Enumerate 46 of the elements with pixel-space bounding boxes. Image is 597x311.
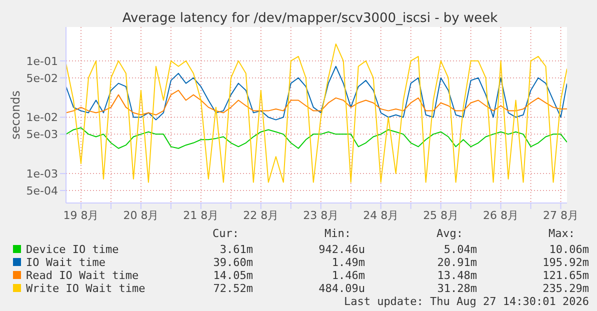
text: 5.04m xyxy=(444,243,478,256)
text: Last update: Thu Aug 27 14:30:01 2026 xyxy=(344,295,589,308)
y-tick-label: 5e-02 xyxy=(26,72,58,85)
text: 195.92m xyxy=(542,256,590,269)
y-tick-label: 5e-03 xyxy=(26,128,58,142)
text: 3.61m xyxy=(220,243,254,256)
text: 484.09u xyxy=(318,282,365,295)
line-series xyxy=(66,43,567,183)
y-tick-label: 5e-04 xyxy=(26,184,58,198)
x-tick-label: 19 8月 xyxy=(63,208,99,222)
y-tick-label: 1e-01 xyxy=(26,54,58,68)
x-tick-label: 25 8月 xyxy=(423,208,459,222)
text: Max: xyxy=(548,227,575,240)
legend-label: Write IO Wait time xyxy=(26,282,146,295)
legend-label: Device IO time xyxy=(26,243,119,256)
text: Min: xyxy=(324,227,351,240)
line-series xyxy=(66,127,567,149)
x-tick-label: 26 8月 xyxy=(483,208,519,222)
line-series xyxy=(66,66,567,120)
legend-label: IO Wait time xyxy=(26,256,106,269)
line-series xyxy=(66,90,567,116)
y-tick-label: 1e-03 xyxy=(26,167,58,180)
text: 121.65m xyxy=(542,269,590,282)
x-tick-label: 20 8月 xyxy=(123,208,159,222)
y-tick-label: 1e-02 xyxy=(26,111,58,124)
text: 31.28m xyxy=(437,282,478,295)
text: 10.06m xyxy=(549,243,590,256)
text: 72.52m xyxy=(213,282,254,295)
text: 14.05m xyxy=(213,269,254,282)
x-tick-label: 21 8月 xyxy=(183,208,219,222)
x-tick-label: 24 8月 xyxy=(363,208,399,222)
text: 1.49m xyxy=(332,256,366,269)
x-tick-label: 23 8月 xyxy=(303,208,339,222)
x-tick-label: 27 8月 xyxy=(543,208,579,222)
text: 20.91m xyxy=(437,256,478,269)
chart-title: Average latency for /dev/mapper/scv3000_iscsi - by week xyxy=(122,11,498,26)
text: 235.29m xyxy=(542,282,590,295)
text: Avg: xyxy=(436,227,463,240)
text: Cur: xyxy=(212,227,239,240)
text: 39.60m xyxy=(213,256,254,269)
legend-label: Read IO Wait time xyxy=(26,269,139,282)
x-tick-label: 22 8月 xyxy=(243,208,279,222)
text: 13.48m xyxy=(437,269,478,282)
text: 942.46u xyxy=(318,243,365,256)
y-axis-title: seconds xyxy=(8,90,22,140)
text: 1.46m xyxy=(332,269,366,282)
